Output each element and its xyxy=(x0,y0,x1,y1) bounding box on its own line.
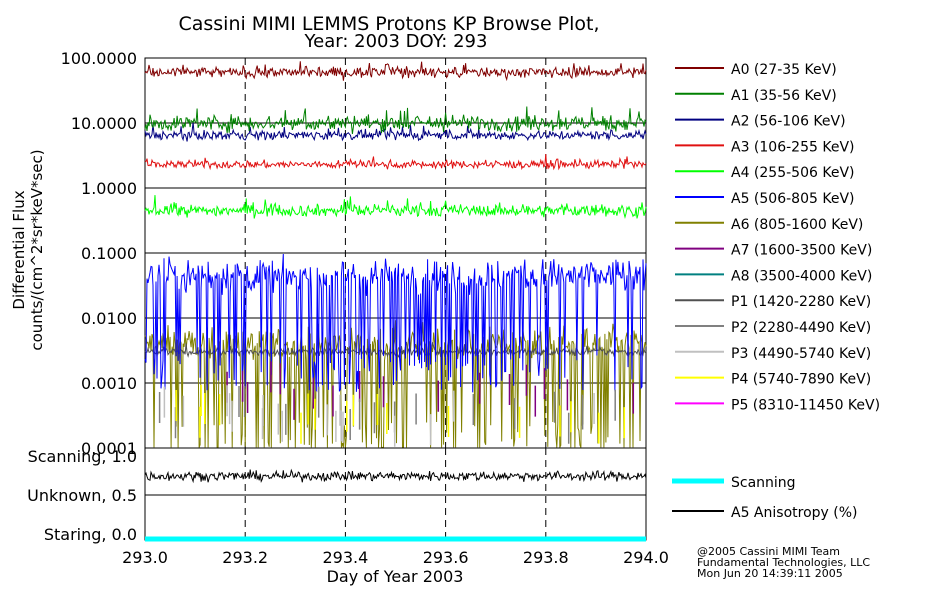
legend-label: A3 (106-255 KeV) xyxy=(731,139,854,155)
legend-label: A0 (27-35 KeV) xyxy=(731,62,837,78)
x-tick-label: 293.6 xyxy=(423,548,469,567)
mode-panel-frame xyxy=(144,447,647,541)
mode-legend: Scanning A5 Anisotropy (%) xyxy=(672,475,858,521)
y-tick-label: 0.0100 xyxy=(81,309,137,328)
legend-label: P1 (1420-2280 KeV) xyxy=(731,294,871,310)
series-line xyxy=(144,195,647,220)
legend-label: A5 (506-805 KeV) xyxy=(731,191,854,207)
series-line xyxy=(163,385,595,447)
y-tick-label: 100.0000 xyxy=(61,49,137,68)
anisotropy-line xyxy=(144,468,647,484)
legend-label: A2 (56-106 KeV) xyxy=(731,114,846,130)
legend: A0 (27-35 KeV) A1 (35-56 KeV) A2 (56-106 K… xyxy=(675,62,880,413)
y-axis-label-line1: Differential Flux xyxy=(10,190,28,309)
series-line xyxy=(144,121,647,142)
x-tick-label: 293.2 xyxy=(222,548,268,567)
y-tick-label: 0.0001 xyxy=(81,439,137,458)
x-tick-label: 293.4 xyxy=(322,548,368,567)
chart-title: Cassini MIMI LEMMS Protons KP Browse Plo… xyxy=(178,13,599,35)
credit-company: Fundamental Technologies, LLC xyxy=(697,556,870,569)
y-tick-label: 10.0000 xyxy=(71,114,137,133)
x-tick-label: 293.8 xyxy=(523,548,569,567)
series-line xyxy=(175,384,626,444)
mode-label-staring: Staring, 0.0 xyxy=(44,525,137,544)
series-line xyxy=(144,154,647,171)
y-tick-label: 1.0000 xyxy=(81,179,137,198)
legend-label: A6 (805-1600 KeV) xyxy=(731,217,863,233)
x-axis-label: Day of Year 2003 xyxy=(327,567,464,586)
legend-label: P4 (5740-7890 KeV) xyxy=(731,372,871,388)
y-axis-label-line2: counts/(cm^2*sr*keV*sec) xyxy=(28,149,46,350)
legend-label: A4 (255-506 KeV) xyxy=(731,165,854,181)
legend-label: P3 (4490-5740 KeV) xyxy=(731,346,871,362)
chart-subtitle: Year: 2003 DOY: 293 xyxy=(304,31,488,52)
x-tick-label: 293.0 xyxy=(122,548,168,567)
legend-label: A5 Anisotropy (%) xyxy=(731,505,858,521)
credit-team: @2005 Cassini MIMI Team xyxy=(697,545,840,558)
mode-panel: Scanning, 1.0 Unknown, 0.5 Staring, 0.0 xyxy=(27,447,647,544)
legend-label: P5 (8310-11450 KeV) xyxy=(731,397,880,413)
mode-label-unknown: Unknown, 0.5 xyxy=(27,486,137,505)
x-tick-label: 294.0 xyxy=(623,548,669,567)
credit-date: Mon Jun 20 14:39:11 2005 xyxy=(697,567,843,580)
legend-label: A7 (1600-3500 KeV) xyxy=(731,243,872,259)
legend-label: Scanning xyxy=(731,475,796,491)
y-tick-label: 0.1000 xyxy=(81,244,137,263)
y-tick-label: 0.0010 xyxy=(81,374,137,393)
series-line xyxy=(144,106,647,134)
series-line xyxy=(144,253,647,393)
mode-label-scanning: Scanning, 1.0 xyxy=(28,447,137,466)
legend-label: P2 (2280-4490 KeV) xyxy=(731,320,871,336)
flux-panel: 100.0000 10.0000 1.0000 0.1000 0.0100 0.0010 0… xyxy=(61,49,647,458)
legend-label: A8 (3500-4000 KeV) xyxy=(731,268,872,284)
legend-label: A1 (35-56 KeV) xyxy=(731,88,837,104)
series-line xyxy=(144,61,647,82)
